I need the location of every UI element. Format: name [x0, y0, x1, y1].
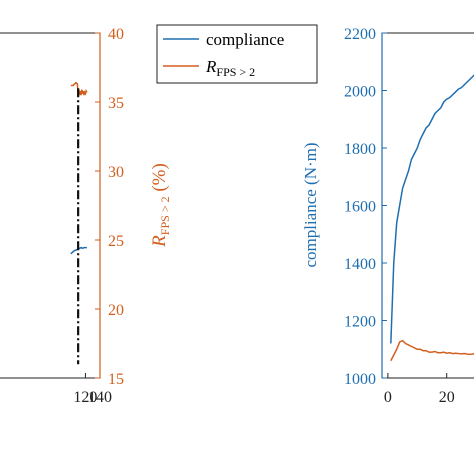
right-series	[390, 74, 474, 362]
left-x-tick-label-1: 140	[88, 389, 112, 406]
left-y-tick-label-2: 25	[108, 233, 124, 250]
right-series-line-compliance	[390, 74, 474, 344]
right-series-line-rfps	[390, 339, 474, 362]
right-y-tick-label-2: 1400	[344, 256, 376, 273]
right-y-tick-label-1: 1200	[344, 314, 376, 331]
right-x-tick-label-1: 20	[439, 389, 455, 406]
legend-rfps-label: RFPS > 2	[205, 57, 255, 79]
rfps-axis-unit: (%)	[149, 163, 170, 196]
rfps-axis-sub: FPS > 2	[158, 196, 172, 235]
right-y-tick-label-0: 1000	[344, 371, 376, 388]
right-panel: 0 20 1000 1200 1400 1600 1800 2000 2200 complia…	[301, 26, 474, 406]
left-series	[70, 81, 88, 255]
left-series-line-compliance	[70, 246, 87, 255]
right-y-tick-label-5: 2000	[344, 84, 376, 101]
left-x-tick-label-0: 120	[73, 389, 97, 406]
left-right-axis-label: RFPS > 2 (%)	[149, 163, 172, 248]
left-y-tick-label-3: 30	[108, 164, 124, 181]
legend: compliance RFPS > 2	[156, 24, 318, 84]
legend-compliance-label: compliance	[206, 30, 284, 49]
right-x-tick-label-0: 0	[384, 389, 392, 406]
left-y-tick-label-4: 35	[108, 95, 124, 112]
legend-box	[156, 24, 318, 84]
legend-rfps-sub: FPS > 2	[216, 65, 255, 79]
left-y-tick-label-0: 15	[108, 371, 124, 388]
right-y-tick-label-4: 1800	[344, 141, 376, 158]
left-y-tick-label-5: 40	[108, 26, 124, 43]
left-series-line-rfps	[70, 81, 88, 97]
left-plot-frame	[0, 32, 101, 379]
rfps-axis-main: R	[149, 235, 170, 248]
left-y-ticks: 15 20 25 30 35 40	[95, 26, 124, 388]
right-y-axis-label: compliance (N·m)	[301, 142, 320, 267]
right-x-ticks: 0 20	[384, 373, 455, 406]
right-plot-frame	[381, 32, 474, 379]
right-y-tick-label-3: 1600	[344, 199, 376, 216]
legend-rfps-main: R	[205, 57, 217, 76]
right-y-ticks: 1000 1200 1400 1600 1800 2000 2200	[344, 26, 387, 388]
left-y-tick-label-1: 20	[108, 302, 124, 319]
right-y-tick-label-6: 2200	[344, 26, 376, 43]
